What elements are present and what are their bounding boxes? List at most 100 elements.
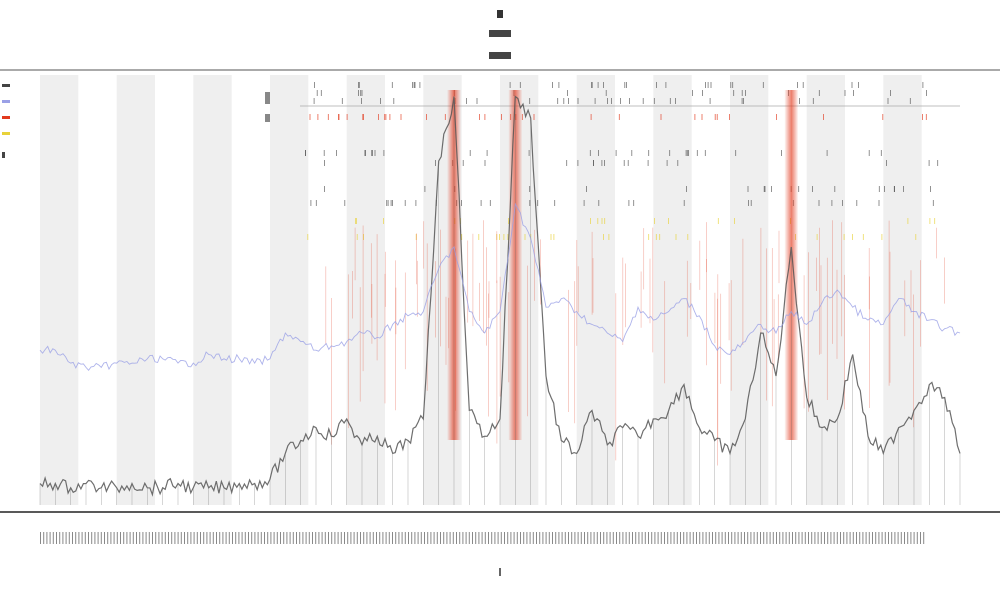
annotation-tick [704,150,706,156]
annotation-tick [763,186,765,192]
annotation-tick [378,114,379,120]
annotation-tick [607,98,608,104]
x-tick-label [260,532,262,544]
annotation-tick [929,218,931,224]
annotation-tick [880,150,882,156]
x-tick-label [94,532,96,544]
annotation-tick [655,234,657,240]
annotation-tick [750,200,752,206]
x-tick-label [692,532,694,544]
annotation-tick [563,98,565,104]
x-tick-label [827,532,829,544]
annotation-tick [577,98,579,104]
x-tick-label [216,532,217,544]
x-tick-label [648,532,649,544]
annotation-tick [356,234,358,240]
annotation-tick [499,234,500,240]
annotation-tick [654,218,655,224]
x-tick-label [468,532,470,544]
x-tick-label [248,532,249,544]
x-tick-label [299,532,301,544]
annotation-tick [310,200,312,206]
x-tick-label [372,532,374,544]
x-tick-label [721,532,723,544]
x-tick-label [747,532,749,544]
annotation-tick [414,82,416,88]
annotation-tick [361,90,363,96]
annotation-tick [363,114,364,120]
annotation-tick [878,200,880,206]
annotation-tick [812,98,814,104]
annotation-tick [925,114,927,120]
shaded-band [806,75,845,505]
x-tick-label [56,532,57,544]
x-tick-label [190,532,192,544]
annotation-tick [480,200,482,206]
annotation-tick [730,82,732,88]
x-tick-label [811,532,813,544]
annotation-tick [529,200,531,206]
x-tick-label [763,532,765,544]
x-tick-label [65,532,67,544]
shaded-band [883,75,922,505]
annotation-tick [597,82,599,88]
x-tick-label [792,532,793,544]
x-tick-label [590,532,592,544]
x-tick-label [270,532,272,544]
annotation-tick [675,234,677,240]
shaded-band [193,75,232,505]
x-tick-label [740,532,742,544]
x-tick-label [452,532,454,544]
annotation-tick [668,218,669,224]
annotation-tick [696,150,698,156]
annotation-tick [309,114,311,120]
annotation-tick [601,218,603,224]
annotation-tick [701,114,703,120]
annotation-tick [479,114,480,120]
x-tick-label [353,532,355,544]
x-tick-label [379,532,381,544]
x-tick-label [347,532,349,544]
annotation-tick [393,98,395,104]
x-tick-label [478,532,480,544]
x-tick-label [513,532,515,544]
x-tick-label [254,532,256,544]
annotation-tick [842,200,843,206]
annotation-tick [415,234,417,240]
x-tick-label [705,532,707,544]
x-tick-label [171,532,173,544]
annotation-tick [707,82,709,88]
x-tick-label [904,532,905,544]
annotation-tick [590,218,591,224]
x-tick-label [900,532,902,544]
annotation-tick [327,114,329,120]
x-tick-label [843,532,845,544]
x-tick-label [49,532,51,544]
x-tick-label [337,532,339,544]
x-tick-label [756,532,758,544]
annotation-tick [355,218,356,224]
x-tick-label [443,532,445,544]
annotation-tick [623,160,625,166]
x-tick-label [507,532,509,544]
annotation-tick [717,218,719,224]
annotation-tick [648,150,650,156]
x-tick-label [913,532,915,544]
x-tick-label [686,532,688,544]
annotation-tick [476,98,478,104]
annotation-tick [629,98,630,104]
annotation-tick [930,186,931,192]
x-tick-label [46,532,48,544]
x-tick-label [398,532,400,544]
x-tick-label [808,532,809,544]
annotation-tick [424,186,426,192]
x-tick-label [603,532,605,544]
x-tick-label [129,532,131,544]
x-tick-label [436,532,438,544]
x-tick-label [888,532,889,544]
x-tick-label [561,532,563,544]
annotation-tick [932,200,934,206]
x-tick-label [401,532,403,544]
annotation-tick [461,234,463,240]
shaded-band [116,75,155,505]
